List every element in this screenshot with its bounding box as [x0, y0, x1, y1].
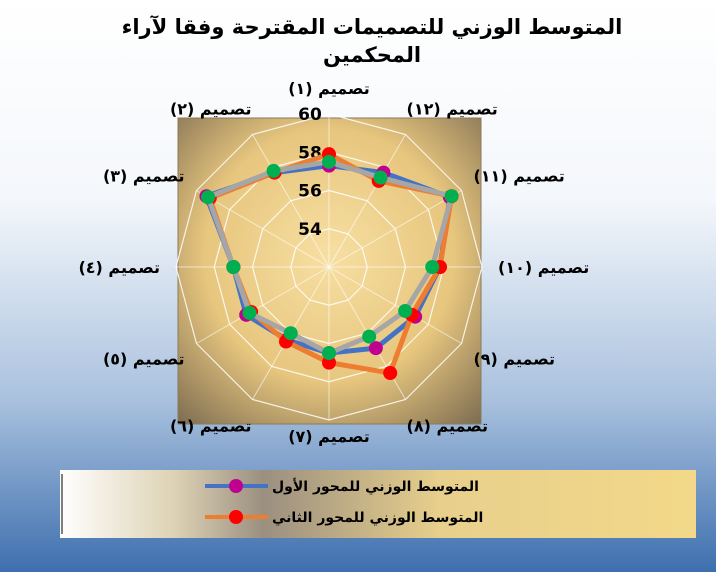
- tick-label-60: 60: [298, 105, 322, 125]
- category-label-7: تصميم (٧): [288, 427, 370, 446]
- category-label-2: تصميم (١٢): [407, 100, 498, 119]
- series-3-point-9: [242, 305, 257, 320]
- legend-swatch-marker-1: [229, 479, 243, 493]
- series-3-point-10: [226, 260, 241, 274]
- grid-spoke-2: [328, 190, 462, 268]
- grid-spoke-8: [196, 266, 330, 344]
- tick-label-54: 54: [298, 220, 322, 240]
- series-layer: [199, 147, 459, 381]
- category-label-6: تصميم (٨): [407, 416, 489, 435]
- category-label-11: تصميم (٣): [103, 167, 185, 186]
- chart-title-line-2: المحكمين: [323, 43, 421, 67]
- series-1-point-6: [368, 341, 383, 356]
- category-label-10: تصميم (٤): [78, 258, 160, 277]
- legend-label-2: المتوسط الوزني للمحور الثاني: [272, 510, 483, 526]
- series-3-point-12: [266, 163, 281, 178]
- category-label-3: تصميم (١١): [473, 167, 564, 186]
- series-3-point-5: [398, 303, 413, 318]
- category-label-9: تصميم (٥): [103, 350, 185, 369]
- legend-background: [60, 470, 696, 538]
- series-3-point-3: [444, 189, 459, 204]
- chart-title-line-1: المتوسط الوزني للتصميمات المقترحة وفقا ل…: [122, 15, 623, 39]
- legend-swatch-marker-2: [229, 510, 243, 524]
- series-3-point-1: [322, 154, 336, 169]
- tick-label-56: 56: [298, 182, 322, 202]
- series-3-point-2: [373, 170, 388, 185]
- radar-grid: [175, 113, 483, 421]
- category-label-5: تصميم (٩): [473, 350, 555, 369]
- grid-spoke-1: [328, 134, 406, 268]
- legend-label-1: المتوسط الوزني للمحور الأول: [272, 478, 479, 495]
- series-3-point-4: [425, 260, 440, 274]
- legend: المتوسط الوزني للمحور الأول المتوسط الوزن…: [60, 470, 696, 538]
- category-labels: تصميم (١) تصميم (١٢) تصميم (١١) تصميم (١٠) ت…: [78, 79, 589, 446]
- series-3-point-7: [322, 346, 336, 361]
- grid-spoke-11: [252, 134, 330, 268]
- category-label-1: تصميم (١): [288, 79, 370, 98]
- series-3-point-8: [283, 326, 298, 341]
- category-label-12: تصميم (٢): [170, 100, 252, 119]
- category-label-8: تصميم (٦): [170, 416, 252, 435]
- series-3-point-6: [362, 329, 377, 344]
- grid-spoke-4: [328, 266, 462, 344]
- series-2-point-7: [322, 355, 336, 370]
- series-3-point-11: [201, 190, 216, 205]
- category-label-4: تصميم (١٠): [498, 258, 589, 277]
- grid-spoke-10: [196, 190, 330, 268]
- series-2-point-6: [383, 366, 398, 381]
